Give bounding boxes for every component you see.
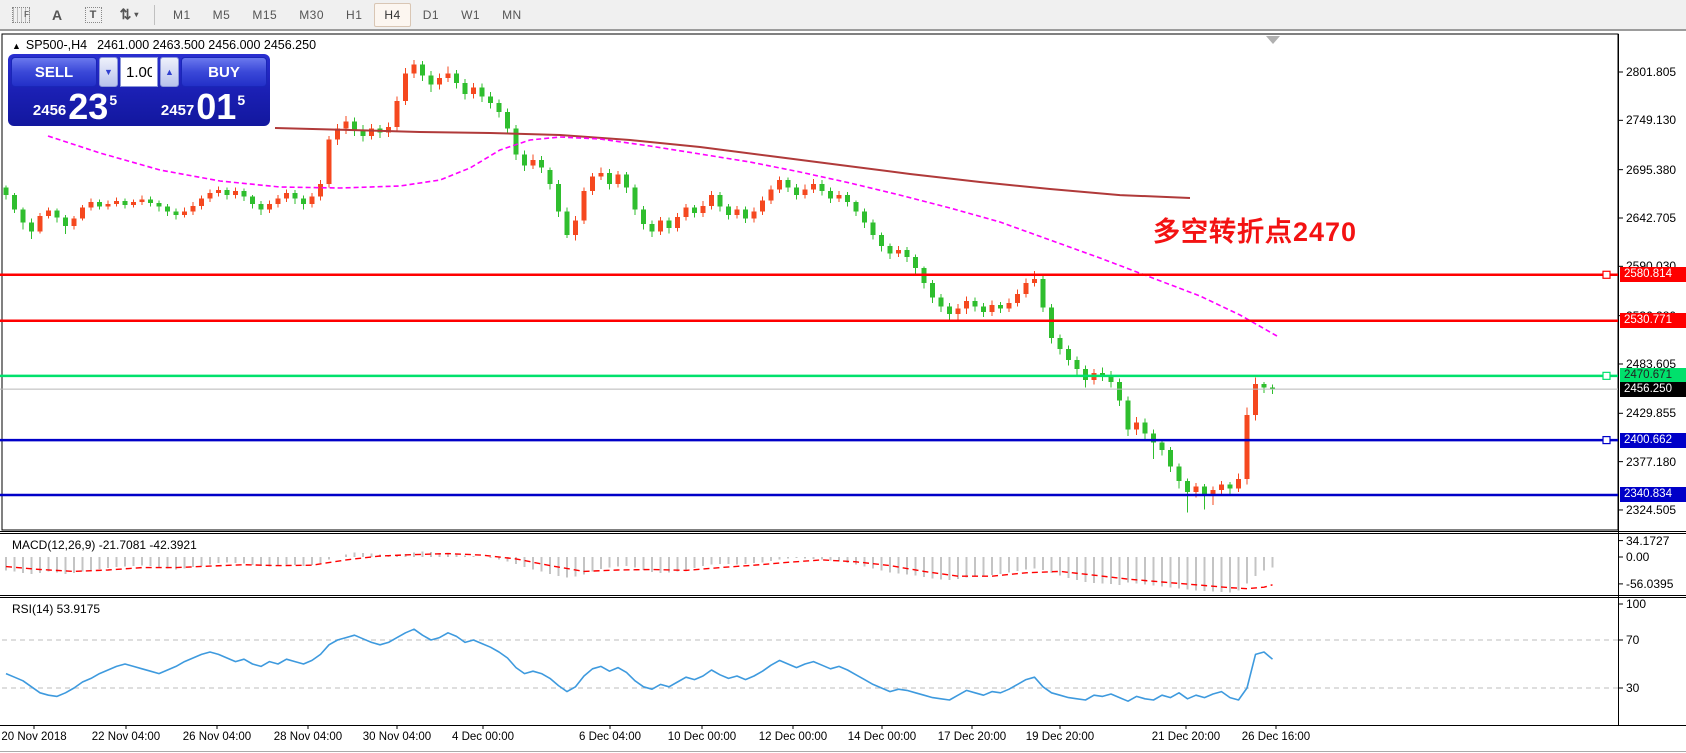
annotation-text[interactable]: 多空转折点2470 [1153,217,1358,247]
buy-price-fraction: 5 [237,92,246,108]
date-axis-label: 4 Dec 00:00 [451,731,515,743]
price-badge-2340.834: 2340.834 [1620,487,1686,503]
rsi-axis-tick: 30 [1626,681,1640,695]
date-axis-label: 26 Dec 16:00 [1241,731,1311,743]
date-axis-label: 28 Nov 04:00 [273,731,343,743]
volume-increase-button[interactable]: ▲ [160,57,179,87]
date-axis-label: 12 Dec 00:00 [758,731,828,743]
candlestick-series [3,59,1275,513]
arrow-down-icon: ▼ [104,67,113,77]
price-badge-2580.814: 2580.814 [1620,267,1686,283]
date-axis-label: 19 Dec 20:00 [1025,731,1095,743]
timeframe-button-M5[interactable]: M5 [212,7,231,22]
templates-icon-glyph: F [12,6,30,23]
insert-text-icon-glyph: A [51,6,63,23]
date-axis-label: 14 Dec 00:00 [847,731,917,743]
sell-button[interactable]: SELL [11,57,97,87]
price-axis-tick: 2801.805 [1626,65,1677,79]
arrange-arrows-icon[interactable]: ⇅ ▾ [114,3,144,27]
date-axis-label: 17 Dec 20:00 [937,731,1007,743]
date-axis-label: 22 Nov 04:00 [91,731,161,743]
rsi-line [5,628,1274,703]
insert-label-icon[interactable]: T [78,3,108,27]
buy-price-main: 2457 [160,102,195,119]
date-axis-label: 10 Dec 00:00 [667,731,737,743]
timeframe-button-D1[interactable]: D1 [422,7,440,22]
insert-label-icon-glyph: T [84,6,102,23]
timeframe-button-M1[interactable]: M1 [173,7,191,22]
sell-price-fraction: 5 [109,92,118,108]
buy-button[interactable]: BUY [181,57,267,87]
price-axis-tick: 2695.380 [1626,162,1677,177]
buy-price-pips: 01 [196,86,237,127]
date-axis-label: 26 Nov 04:00 [182,731,252,743]
timeframe-group: M1 M5 M15 M30 H1 H4 D1 W1 MN [163,2,532,27]
volume-decrease-button[interactable]: ▼ [99,57,118,87]
timeframe-button-MN[interactable]: MN [502,7,522,22]
buy-price[interactable]: 2457 01 5 [139,87,267,125]
templates-icon[interactable]: F [6,3,36,27]
price-badge-2470.671: 2470.671 [1620,368,1686,384]
rsi-label: RSI(14) 53.9175 [12,602,101,616]
price-axis-tick: 2324.505 [1626,502,1677,517]
price-axis-tick: 2483.605 [1626,356,1677,371]
price-badge-2456.250: 2456.250 [1620,381,1686,397]
date-axis-label: 21 Dec 20:00 [1151,731,1221,743]
price-badge-2400.662: 2400.662 [1620,432,1686,448]
arrange-arrows-icon-glyph: ⇅ [119,6,132,22]
volume-input[interactable] [121,58,157,86]
price-axis-tick: 2642.705 [1626,210,1677,225]
macd-axis-tick: 0.00 [1626,550,1650,564]
toolbar-separator [154,4,155,25]
date-axis-label: 30 Nov 04:00 [362,731,432,743]
price-axis-tick: 2377.180 [1626,454,1677,469]
timeframe-button-H1[interactable]: H1 [346,7,363,22]
timeframe-button-M30[interactable]: M30 [299,7,325,22]
ohlc-values: 2461.000 2463.500 2456.000 2456.250 [97,38,317,52]
timeframe-button-W1[interactable]: W1 [461,7,481,22]
chart-title: ▲ SP500-,H4 2461.000 2463.500 2456.000 245… [12,38,316,52]
macd-histogram [5,551,1274,593]
arrow-up-icon: ▲ [165,67,174,77]
volume-field-wrap [120,57,158,87]
price-badge-2530.771: 2530.771 [1620,313,1686,329]
date-axis-label: 6 Dec 04:00 [578,731,642,743]
slow-ma-line [274,127,1191,199]
symbol-label: SP500-,H4 [25,38,88,52]
macd-axis-tick: 34.1727 [1626,533,1670,548]
timeframe-button-H4[interactable]: H4 [374,2,411,27]
macd-axis-tick: -56.0395 [1626,576,1674,591]
price-axis-tick: 2429.855 [1626,406,1677,421]
rsi-axis-tick: 100 [1626,597,1647,611]
expand-arrow-icon[interactable]: ▲ [12,41,21,51]
rsi-axis-tick: 70 [1626,633,1640,647]
fast-ma-line [47,135,1278,337]
chart-shift-marker-icon [1266,36,1280,44]
macd-label: MACD(12,26,9) -21.7081 -42.3921 [12,538,197,552]
price-axis-tick: 2749.130 [1626,113,1677,128]
toolbar: F A T ⇅ ▾ M1 M5 M15 M30 H1 H4 D1 W1 MN [0,0,1686,31]
sell-price-pips: 23 [68,86,109,127]
macd-signal-line [5,552,1273,590]
sell-price-main: 2456 [32,102,67,119]
date-axis-label: 20 Nov 2018 [1,731,67,743]
chevron-down-icon: ▾ [134,10,139,19]
sell-price[interactable]: 2456 23 5 [11,87,139,125]
insert-text-icon[interactable]: A [42,3,72,27]
timeframe-button-M15[interactable]: M15 [252,7,278,22]
